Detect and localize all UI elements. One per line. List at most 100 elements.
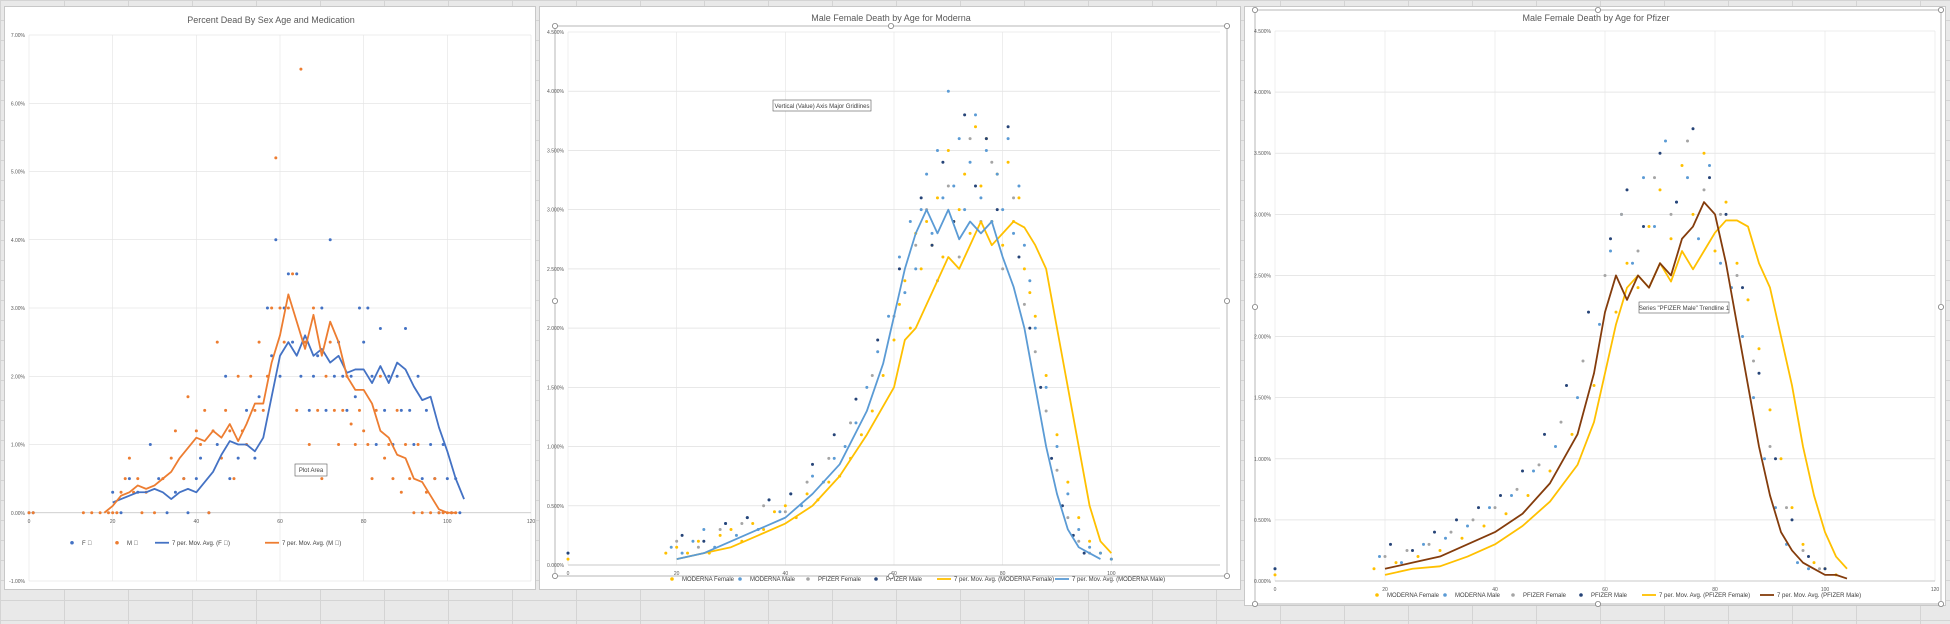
data-point[interactable]	[1708, 176, 1711, 180]
data-point[interactable]	[387, 374, 391, 378]
data-point[interactable]	[1510, 493, 1513, 497]
data-point[interactable]	[370, 477, 374, 481]
data-point[interactable]	[119, 511, 123, 515]
data-point[interactable]	[1724, 200, 1728, 204]
data-point[interactable]	[1735, 273, 1739, 277]
data-point[interactable]	[1592, 383, 1596, 387]
resize-handle[interactable]	[1224, 573, 1231, 580]
data-point[interactable]	[362, 429, 366, 433]
data-point[interactable]	[1012, 196, 1016, 200]
data-point[interactable]	[968, 137, 972, 141]
data-point[interactable]	[935, 148, 939, 152]
data-point[interactable]	[1488, 506, 1491, 510]
data-point[interactable]	[1022, 302, 1026, 306]
data-point[interactable]	[362, 340, 366, 344]
data-point[interactable]	[979, 196, 983, 200]
data-point[interactable]	[366, 443, 370, 446]
data-point[interactable]	[245, 408, 249, 412]
data-point[interactable]	[1444, 536, 1447, 540]
data-point[interactable]	[295, 408, 299, 412]
data-point[interactable]	[1001, 267, 1005, 271]
data-point[interactable]	[957, 137, 961, 141]
data-point[interactable]	[1039, 385, 1043, 389]
data-point[interactable]	[1033, 326, 1037, 330]
data-point[interactable]	[27, 511, 31, 515]
data-point[interactable]	[270, 306, 274, 310]
data-point[interactable]	[914, 243, 918, 247]
data-point[interactable]	[957, 255, 961, 259]
data-point[interactable]	[236, 456, 240, 460]
data-point[interactable]	[1017, 184, 1021, 188]
data-point[interactable]	[1741, 335, 1744, 339]
data-point[interactable]	[224, 408, 228, 412]
data-point[interactable]	[1471, 518, 1475, 522]
data-point[interactable]	[1702, 151, 1706, 155]
data-point[interactable]	[119, 490, 123, 494]
data-point[interactable]	[1044, 373, 1048, 377]
data-point[interactable]	[566, 557, 570, 561]
data-point[interactable]	[772, 510, 776, 514]
data-point[interactable]	[1372, 567, 1376, 571]
data-point[interactable]	[404, 443, 407, 446]
data-point[interactable]	[1411, 548, 1414, 552]
data-point[interactable]	[974, 113, 977, 117]
data-point[interactable]	[1433, 530, 1436, 534]
data-point[interactable]	[903, 291, 907, 295]
data-point[interactable]	[1719, 261, 1722, 265]
data-point[interactable]	[1636, 286, 1640, 290]
data-point[interactable]	[341, 374, 345, 378]
data-point[interactable]	[123, 477, 127, 481]
data-point[interactable]	[81, 511, 85, 515]
data-point[interactable]	[941, 255, 945, 259]
resize-handle[interactable]	[1252, 601, 1258, 607]
data-point[interactable]	[349, 422, 353, 426]
data-point[interactable]	[963, 172, 967, 176]
data-point[interactable]	[767, 498, 771, 502]
data-point[interactable]	[286, 306, 290, 310]
data-point[interactable]	[870, 409, 874, 413]
data-point[interactable]	[1012, 231, 1016, 235]
legend-entry[interactable]: M  	[115, 540, 138, 547]
data-point[interactable]	[990, 160, 994, 164]
data-point[interactable]	[1565, 383, 1568, 387]
data-point[interactable]	[353, 395, 357, 399]
chart-panel-3[interactable]: Male Female Death by Age for Pfizer 0.00…	[1244, 6, 1946, 607]
data-point[interactable]	[1587, 310, 1590, 314]
data-point[interactable]	[194, 477, 198, 481]
data-point[interactable]	[1620, 212, 1623, 216]
data-point[interactable]	[1427, 542, 1431, 546]
data-point[interactable]	[1066, 516, 1070, 520]
resize-handle[interactable]	[1252, 7, 1258, 13]
data-point[interactable]	[963, 113, 967, 117]
data-point[interactable]	[1499, 493, 1502, 497]
data-point[interactable]	[1785, 506, 1788, 510]
data-point[interactable]	[1576, 396, 1579, 400]
data-point[interactable]	[675, 539, 679, 543]
legend-entry[interactable]: PFIZER Male	[1579, 593, 1628, 599]
data-point[interactable]	[140, 511, 144, 515]
data-point[interactable]	[31, 511, 35, 515]
data-point[interactable]	[908, 326, 912, 330]
data-point[interactable]	[1713, 249, 1717, 253]
data-point[interactable]	[278, 306, 282, 310]
data-point[interactable]	[370, 374, 374, 378]
series-line-4[interactable]	[1384, 219, 1848, 576]
data-point[interactable]	[1790, 518, 1794, 522]
data-point[interactable]	[1642, 176, 1645, 180]
data-point[interactable]	[378, 374, 382, 378]
data-point[interactable]	[718, 527, 722, 531]
data-point[interactable]	[903, 279, 907, 283]
data-point[interactable]	[1631, 261, 1634, 265]
legend-entry[interactable]: PFIZER Male	[874, 577, 923, 583]
data-point[interactable]	[311, 306, 315, 310]
data-point[interactable]	[979, 184, 983, 188]
data-point[interactable]	[870, 373, 874, 377]
data-point[interactable]	[253, 456, 257, 460]
data-point[interactable]	[153, 511, 156, 515]
data-point[interactable]	[1504, 512, 1508, 516]
data-point[interactable]	[925, 220, 929, 224]
data-point[interactable]	[215, 443, 219, 446]
series-line-2[interactable]	[112, 334, 465, 504]
resize-handle[interactable]	[551, 297, 558, 304]
data-point[interactable]	[429, 443, 433, 446]
